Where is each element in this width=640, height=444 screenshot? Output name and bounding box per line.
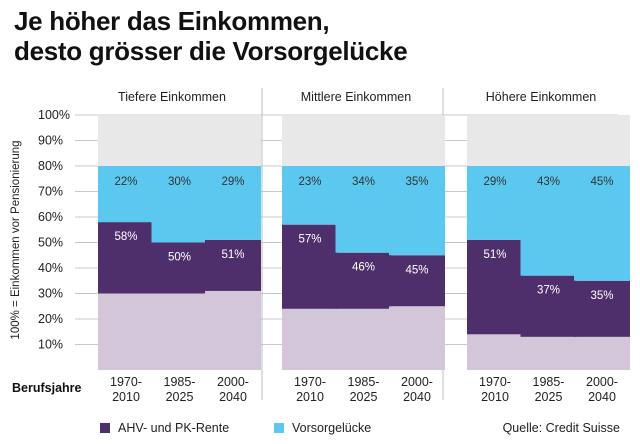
x-tick-label-start: 1985-: [164, 375, 196, 389]
x-tick-label-end: 2010: [481, 390, 509, 404]
gap-value-label: 43%: [537, 176, 560, 188]
x-tick-label-start: 2000-: [401, 375, 433, 389]
pension-value-label: 35%: [590, 290, 613, 302]
group-title: Tiefere Einkommen: [118, 90, 226, 104]
x-tick-label-start: 1970-: [110, 375, 142, 389]
y-tick-label: 20%: [38, 312, 63, 326]
bar-base-segment: [282, 308, 338, 370]
bar-gap-segment: [467, 166, 523, 240]
x-tick-label-end: 2025: [535, 390, 563, 404]
bar-gap-segment: [389, 166, 445, 256]
gap-value-label: 35%: [405, 176, 428, 188]
y-tick-label: 30%: [38, 287, 63, 301]
y-tick-label: 40%: [38, 261, 63, 275]
legend-swatch-gap: [274, 423, 284, 433]
bar-pension-segment: [389, 255, 445, 307]
bar-empty: [98, 115, 154, 166]
x-axis-title: Berufsjahre: [12, 381, 82, 395]
bar-base-segment: [151, 293, 208, 370]
bar-gap-segment: [335, 166, 392, 253]
y-tick-label: 100%: [38, 108, 70, 122]
source-note: Quelle: Credit Suisse: [502, 421, 620, 435]
bar-gap-segment: [98, 166, 154, 223]
pension-value-label: 37%: [537, 285, 560, 297]
bar-pension-segment: [282, 224, 338, 309]
bar-empty: [205, 115, 261, 166]
x-tick-label-end: 2040: [403, 390, 431, 404]
bar-empty: [282, 115, 338, 166]
gap-value-label: 22%: [114, 176, 137, 188]
bar-pension-segment: [574, 280, 630, 337]
x-tick-label-start: 2000-: [217, 375, 249, 389]
x-tick-label-end: 2025: [350, 390, 378, 404]
group-title: Höhere Einkommen: [486, 90, 597, 104]
y-tick-label: 10%: [38, 338, 63, 352]
bar-gap-segment: [151, 166, 208, 243]
title-line-1: Je höher das Einkommen,: [14, 6, 330, 36]
bar-gap-segment: [282, 166, 338, 225]
x-tick-label-end: 2040: [588, 390, 616, 404]
gap-value-label: 30%: [168, 176, 191, 188]
bar-gap-segment: [205, 166, 261, 240]
pension-value-label: 51%: [221, 249, 244, 261]
group-title: Mittlere Einkommen: [301, 90, 411, 104]
gap-value-label: 29%: [483, 176, 506, 188]
bar-base-segment: [574, 336, 630, 370]
bar-pension-segment: [151, 242, 208, 294]
x-tick-label-end: 2010: [112, 390, 140, 404]
gap-value-label: 23%: [298, 176, 321, 188]
bar-empty: [574, 115, 630, 166]
x-tick-label-start: 1985-: [348, 375, 380, 389]
y-tick-label: 80%: [38, 159, 63, 173]
legend-label-pension: AHV- und PK-Rente: [118, 421, 230, 435]
bar-empty: [151, 115, 208, 166]
x-tick-label-end: 2025: [166, 390, 194, 404]
y-tick-label: 60%: [38, 210, 63, 224]
gap-value-label: 34%: [352, 176, 375, 188]
legend-item-gap: Vorsorgelücke: [274, 421, 371, 435]
x-tick-label-end: 2010: [296, 390, 324, 404]
bar-base-segment: [98, 293, 154, 370]
pension-value-label: 58%: [114, 231, 137, 243]
y-axis-title: 100% = Einkommen vor Pensionierung: [10, 140, 22, 339]
legend-item-pension: AHV- und PK-Rente: [100, 421, 229, 435]
legend-label-gap: Vorsorgelücke: [292, 421, 372, 435]
y-tick-label: 70%: [38, 185, 63, 199]
x-tick-label-end: 2040: [219, 390, 247, 404]
gap-value-label: 29%: [221, 176, 244, 188]
y-tick-label: 90%: [38, 134, 63, 148]
bar-gap-segment: [574, 166, 630, 281]
bar-empty: [335, 115, 392, 166]
bar-pension-segment: [335, 252, 392, 309]
bar-base-segment: [335, 308, 392, 370]
bar-empty: [467, 115, 523, 166]
chart-title: Je höher das Einkommen, desto grösser di…: [14, 6, 408, 66]
bar-base-segment: [205, 290, 261, 370]
x-tick-label-start: 1985-: [533, 375, 565, 389]
bar-base-segment: [467, 334, 523, 370]
x-tick-label-start: 1970-: [294, 375, 326, 389]
pension-value-label: 51%: [483, 249, 506, 261]
pension-value-label: 50%: [168, 252, 191, 264]
bar-pension-segment: [520, 275, 577, 337]
y-tick-label: 50%: [38, 236, 63, 250]
gap-value-label: 45%: [590, 176, 613, 188]
x-tick-label-start: 1970-: [479, 375, 511, 389]
bar-pension-segment: [98, 222, 154, 294]
bar-gap-segment: [520, 166, 577, 276]
title-line-2: desto grösser die Vorsorgelücke: [14, 36, 408, 66]
pension-value-label: 46%: [352, 262, 375, 274]
bar-empty: [520, 115, 577, 166]
pension-value-label: 45%: [405, 264, 428, 276]
bar-pension-segment: [467, 239, 523, 335]
bar-empty: [389, 115, 445, 166]
x-tick-label-start: 2000-: [586, 375, 618, 389]
bar-pension-segment: [205, 239, 261, 291]
bar-base-segment: [520, 336, 577, 370]
pension-value-label: 57%: [298, 234, 321, 246]
bar-base-segment: [389, 306, 445, 370]
legend-swatch-pension: [100, 423, 110, 433]
